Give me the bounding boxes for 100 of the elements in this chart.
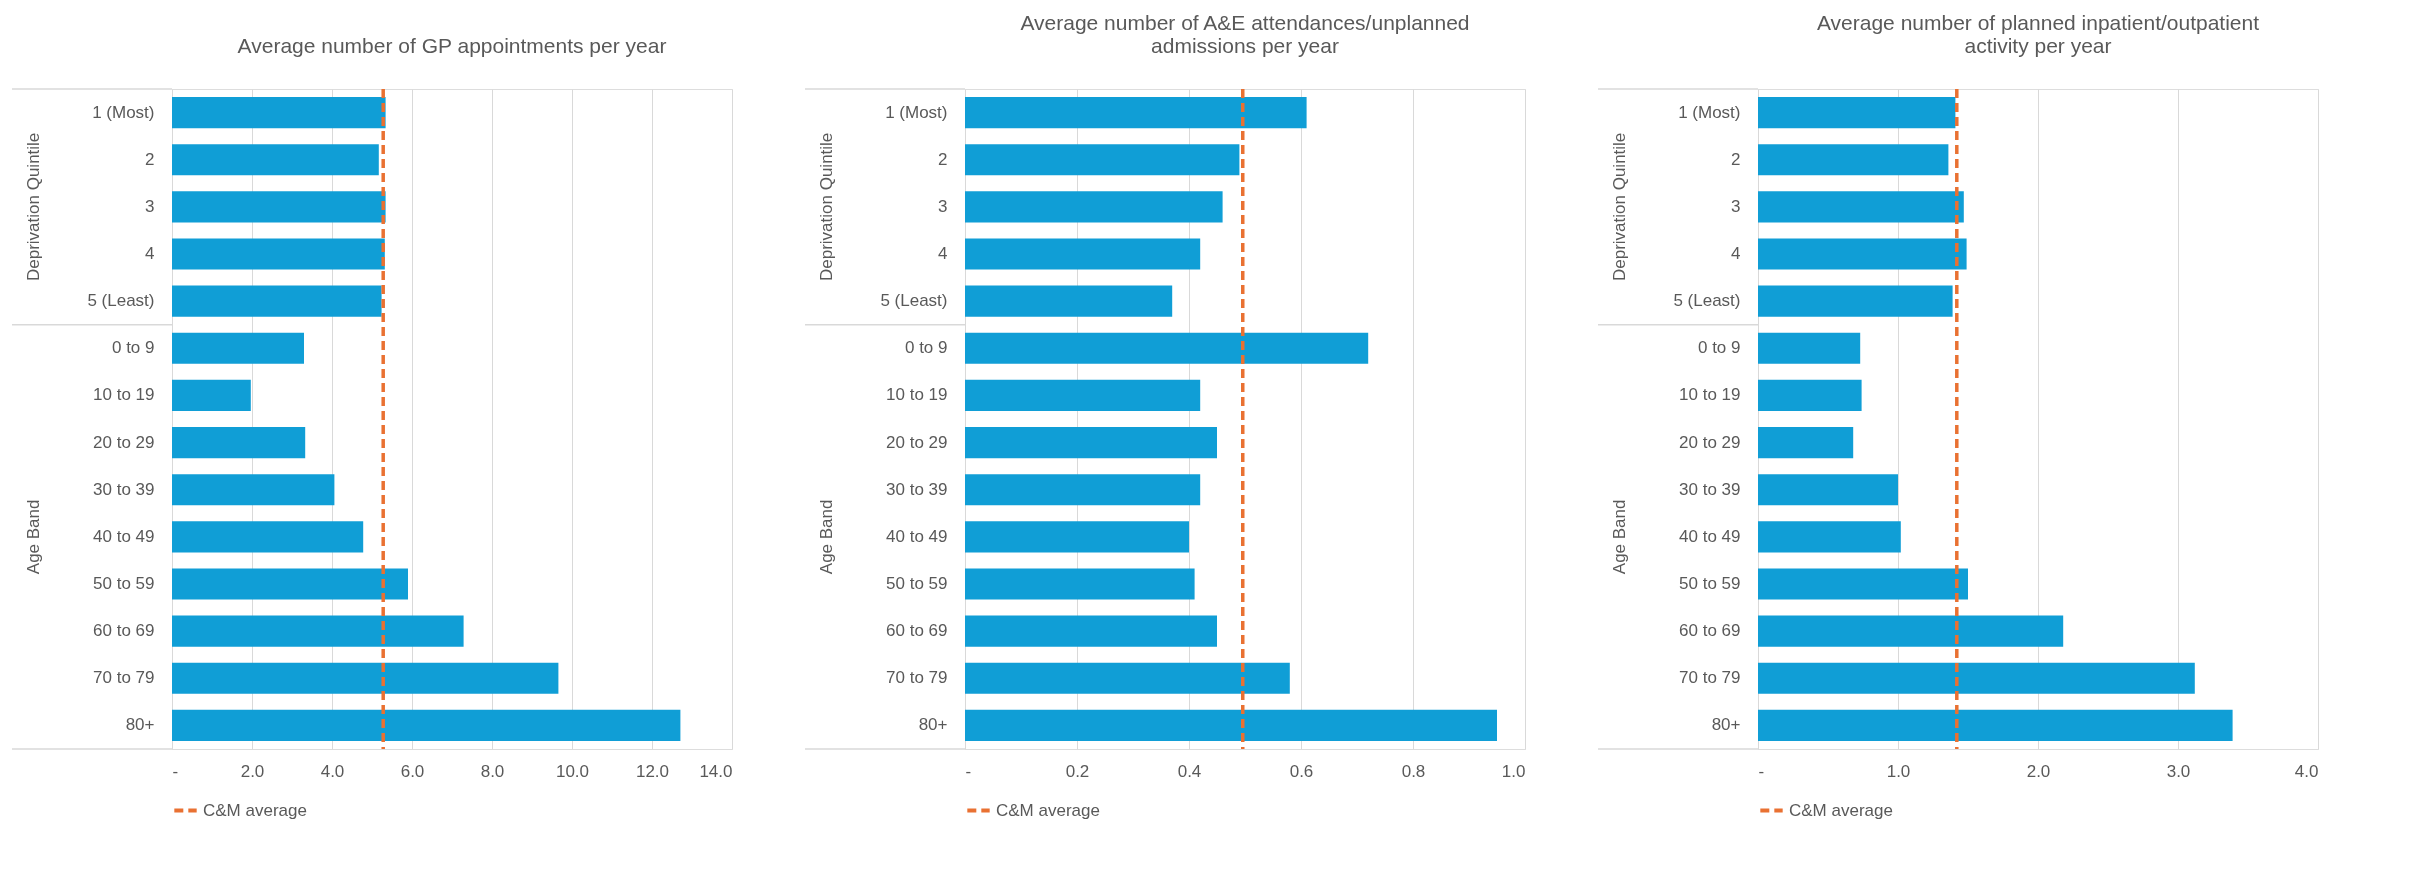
- x-tick-label: 4.0: [320, 761, 345, 781]
- x-tick-label: 1.0: [1886, 761, 1911, 781]
- bar: [1758, 709, 2233, 741]
- y-tick-label: 30 to 39: [886, 479, 948, 499]
- y-tick-label: 2: [145, 149, 155, 169]
- bar: [172, 427, 306, 459]
- y-tick-label: 50 to 59: [1679, 574, 1741, 593]
- y-tick-label: 5 (Least): [87, 291, 155, 311]
- y-tick-label: 20 to 29: [1679, 432, 1741, 452]
- bar: [965, 709, 1497, 741]
- y-tick-label: 20 to 29: [93, 432, 155, 452]
- bar: [1758, 238, 1967, 270]
- x-tick-label: 1.0: [1501, 761, 1526, 781]
- y-tick-label: 3: [145, 196, 155, 216]
- bar: [965, 332, 1369, 364]
- bar: [1758, 568, 1968, 600]
- x-tick-label: 12.0: [635, 761, 670, 781]
- x-tick-label: -: [1758, 761, 1765, 781]
- bar: [1758, 191, 1964, 223]
- bar: [965, 285, 1173, 317]
- y-tick-label: 70 to 79: [1679, 668, 1741, 688]
- bar: [1758, 662, 2195, 694]
- bar: [1758, 379, 1862, 411]
- y-tick-label: 10 to 19: [1679, 385, 1741, 405]
- x-tick-label: -: [172, 761, 179, 781]
- y-tick-label: 4: [145, 244, 155, 263]
- x-tick-label: 3.0: [2166, 761, 2191, 781]
- bar: [965, 97, 1307, 129]
- y-tick-label: 10 to 19: [93, 385, 155, 405]
- bar: [1758, 615, 2064, 647]
- y-tick-label: 80+: [918, 715, 948, 735]
- x-tick-label: 0.6: [1289, 761, 1314, 781]
- bar: [965, 427, 1217, 459]
- bar: [1758, 474, 1898, 506]
- bar: [965, 521, 1189, 553]
- bar: [172, 144, 379, 176]
- x-tick-label: 14.0: [699, 761, 733, 781]
- y-tick-label: 70 to 79: [93, 668, 155, 688]
- text: Age Band: [1610, 499, 1629, 575]
- bar: [965, 615, 1217, 647]
- bar: [965, 238, 1201, 270]
- y-tick-label: 60 to 69: [1679, 621, 1741, 641]
- y-tick-label: 0 to 9: [904, 338, 948, 358]
- y-tick-label: 4: [1731, 244, 1741, 263]
- y-tick-label: 50 to 59: [93, 574, 155, 593]
- bar: [965, 191, 1223, 223]
- bar: [965, 568, 1195, 600]
- y-tick-label: 5 (Least): [1673, 291, 1741, 311]
- bar: [1758, 521, 1901, 553]
- bar: [172, 332, 304, 364]
- y-tick-label: 60 to 69: [886, 621, 948, 641]
- y-tick-label: 3: [1731, 196, 1741, 216]
- legend-label: C&M average: [996, 800, 1100, 820]
- chart-title: Average number of planned inpatient/outpatient activity per year: [1816, 11, 2260, 58]
- x-tick-label: -: [965, 761, 972, 781]
- bar: [965, 662, 1290, 694]
- bar: [172, 191, 386, 223]
- bar: [1758, 427, 1854, 459]
- bar: [1758, 97, 1956, 129]
- y-tick-label: 0 to 9: [111, 338, 155, 358]
- bar: [172, 238, 385, 270]
- x-tick-label: 8.0: [480, 761, 505, 781]
- y-tick-label: 3: [938, 196, 948, 216]
- bar: [172, 662, 559, 694]
- x-tick-label: 10.0: [555, 761, 590, 781]
- y-tick-label: 80+: [125, 715, 155, 735]
- y-tick-label: 40 to 49: [1679, 526, 1741, 546]
- chart-title: Average number of GP appointments per year: [237, 34, 667, 58]
- y-tick-label: 20 to 29: [886, 432, 948, 452]
- y-tick-label: 50 to 59: [886, 574, 948, 593]
- bar: [172, 474, 335, 506]
- bar: [172, 285, 382, 317]
- y-tick-label: 1 (Most): [885, 102, 948, 122]
- chart-title: Average number of A&E attendances/unplanned admissions per year: [1020, 11, 1470, 58]
- x-tick-label: 0.8: [1401, 761, 1426, 781]
- x-tick-label: 2.0: [2026, 761, 2051, 781]
- x-tick-label: 6.0: [400, 761, 425, 781]
- y-tick-label: 40 to 49: [886, 526, 948, 546]
- bar: [1758, 144, 1949, 176]
- text: Deprivation Quintile: [24, 132, 43, 282]
- y-tick-label: 2: [1731, 149, 1741, 169]
- bar: [172, 709, 681, 741]
- y-tick-label: 40 to 49: [93, 526, 155, 546]
- bar: [965, 144, 1240, 176]
- text: Deprivation Quintile: [1610, 132, 1629, 282]
- y-tick-label: 1 (Most): [92, 102, 155, 122]
- bar: [965, 474, 1201, 506]
- y-tick-label: 2: [938, 149, 948, 169]
- text: Age Band: [24, 499, 43, 575]
- text: Deprivation Quintile: [817, 132, 836, 282]
- bar: [965, 379, 1201, 411]
- y-tick-label: 30 to 39: [1679, 479, 1741, 499]
- bar: [172, 615, 464, 647]
- y-tick-label: 5 (Least): [880, 291, 948, 311]
- legend-label: C&M average: [203, 800, 307, 820]
- legend-label: C&M average: [1789, 800, 1893, 820]
- y-tick-label: 60 to 69: [93, 621, 155, 641]
- bar: [1758, 285, 1953, 317]
- bar: [172, 568, 408, 600]
- x-tick-label: 0.2: [1065, 761, 1090, 781]
